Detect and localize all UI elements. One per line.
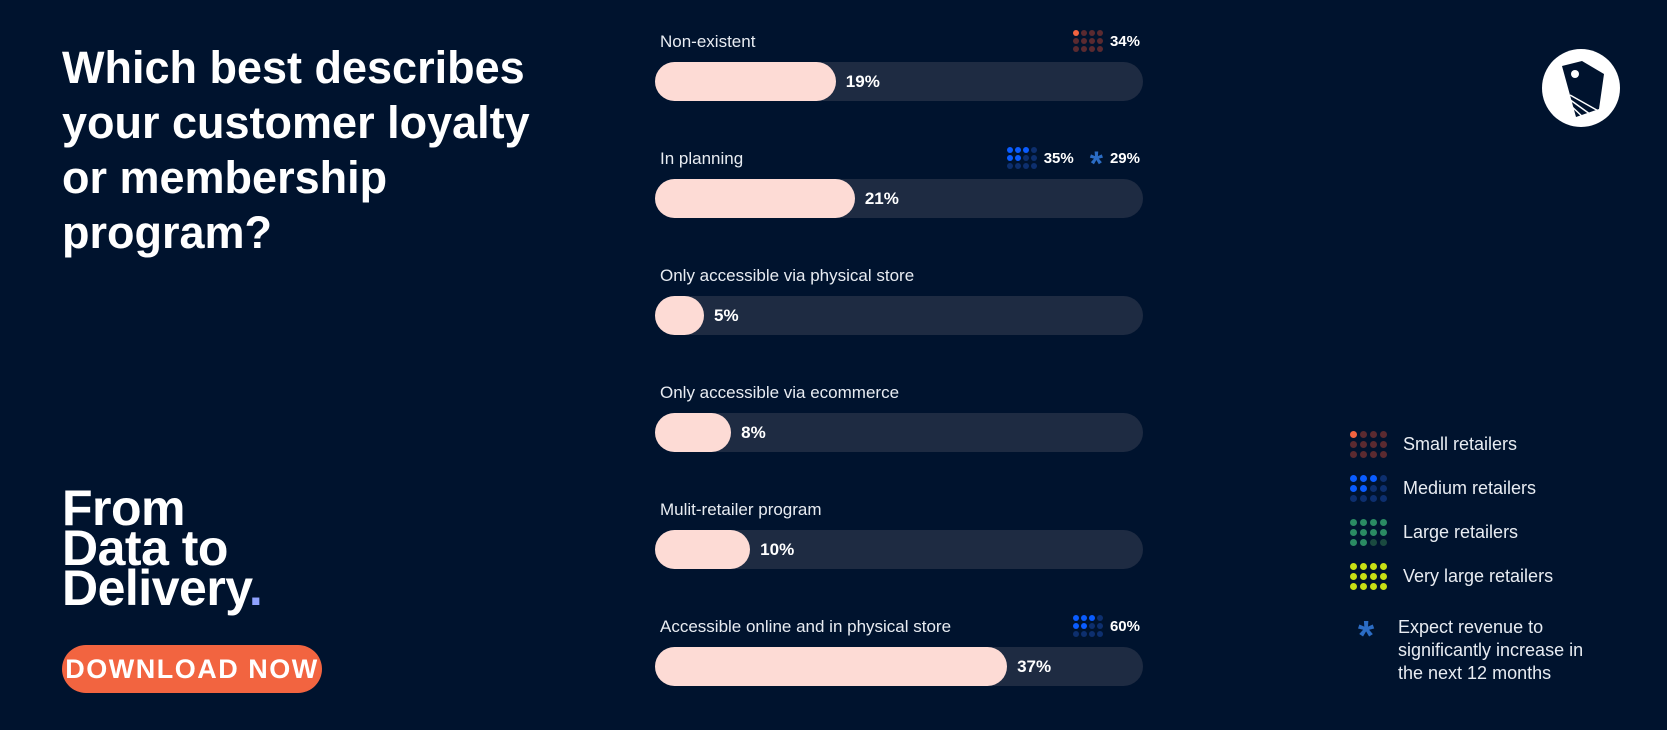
- bar-track: 37%: [655, 647, 1143, 686]
- segment-callouts: 35% * 29%: [1006, 147, 1140, 181]
- tagline-dot: .: [248, 560, 263, 616]
- segment-callouts: 60%: [1072, 615, 1140, 637]
- bar-row: Only accessible via ecommerce 8%: [655, 383, 1145, 463]
- legend: Small retailers Medium retailers Large ret…: [1350, 422, 1598, 685]
- legend-item-very-large: Very large retailers: [1350, 554, 1598, 598]
- legend-label: Large retailers: [1403, 521, 1519, 542]
- callout-value: 60%: [1109, 617, 1140, 635]
- segment-callout: * 29%: [1090, 147, 1140, 181]
- tagline-line-2: Data to: [62, 520, 228, 576]
- tagline-line-3: Delivery: [62, 560, 249, 616]
- large-retailers-dots-icon: [1350, 518, 1387, 546]
- bar-value-label: 10%: [760, 540, 795, 559]
- bar-row: Non-existent 19% 34%: [655, 30, 1145, 112]
- callout-value: 34%: [1109, 32, 1140, 50]
- legend-label: Very large retailers: [1403, 565, 1554, 586]
- legend-item-revenue: * Expect revenue to significantly increas…: [1350, 612, 1598, 685]
- bar-value-label: 19%: [845, 72, 880, 91]
- bar-row: In planning 21% 35% * 29%: [655, 147, 1145, 229]
- bar-track: 21%: [655, 179, 1143, 218]
- bar-value-label: 5%: [714, 306, 739, 325]
- segment-callout: 34%: [1072, 30, 1140, 52]
- segment-callout: 35%: [1006, 147, 1074, 169]
- very-large-retailers-dots-icon: [1350, 562, 1387, 590]
- asterisk-icon: *: [1357, 612, 1375, 659]
- legend-label: Medium retailers: [1403, 477, 1537, 498]
- bar-label: Non-existent: [660, 32, 756, 51]
- price-tag-logo-icon: [1542, 49, 1620, 127]
- bar-fill: [655, 530, 751, 569]
- bar-track: 8%: [655, 413, 1143, 452]
- segment-callouts: 34%: [1072, 30, 1140, 52]
- bar-label: Only accessible via ecommerce: [660, 383, 900, 402]
- asterisk-icon: *: [1089, 145, 1103, 183]
- bar-value-label: 37%: [1017, 657, 1052, 676]
- medium-retailers-dots-icon: [1350, 474, 1387, 502]
- legend-label: Expect revenue to significantly increase…: [1398, 617, 1584, 683]
- bar-label: Only accessible via physical store: [660, 266, 915, 285]
- bar-fill: [655, 62, 836, 101]
- bar-value-label: 8%: [741, 423, 766, 442]
- bar-track: 19%: [655, 62, 1143, 101]
- bar-fill: [655, 647, 1008, 686]
- tagline-line-1: From: [62, 480, 186, 536]
- small-retailers-dots-icon: [1350, 430, 1387, 458]
- medium-retailers-dots-icon: [1072, 615, 1103, 637]
- brand-tagline: From Data to Delivery.: [62, 480, 263, 613]
- callout-value: 29%: [1109, 149, 1140, 167]
- bar-label: In planning: [660, 149, 744, 168]
- download-now-button[interactable]: DOWNLOAD NOW: [62, 645, 322, 693]
- bar-fill: [655, 296, 704, 335]
- callout-value: 35%: [1043, 149, 1074, 167]
- bar-label: Accessible online and in physical store: [660, 617, 952, 636]
- legend-item-medium: Medium retailers: [1350, 466, 1598, 510]
- bar-fill: [655, 413, 732, 452]
- bar-label: Mulit-retailer program: [660, 500, 822, 519]
- bar-value-label: 21%: [864, 189, 899, 208]
- legend-label: Small retailers: [1403, 433, 1518, 454]
- segment-callout: 60%: [1072, 615, 1140, 637]
- bar-row: Accessible online and in physical store …: [655, 615, 1145, 697]
- bar-row: Mulit-retailer program 10%: [655, 500, 1145, 580]
- bar-track: 5%: [655, 296, 1143, 335]
- bar-row: Only accessible via physical store 5%: [655, 266, 1145, 346]
- small-retailers-dots-icon: [1072, 30, 1103, 52]
- legend-item-large: Large retailers: [1350, 510, 1598, 554]
- bar-fill: [655, 179, 855, 218]
- medium-retailers-dots-icon: [1006, 147, 1037, 169]
- bar-track: 10%: [655, 530, 1143, 569]
- legend-item-small: Small retailers: [1350, 422, 1598, 466]
- page-title: Which best describes your customer loyal…: [62, 42, 530, 258]
